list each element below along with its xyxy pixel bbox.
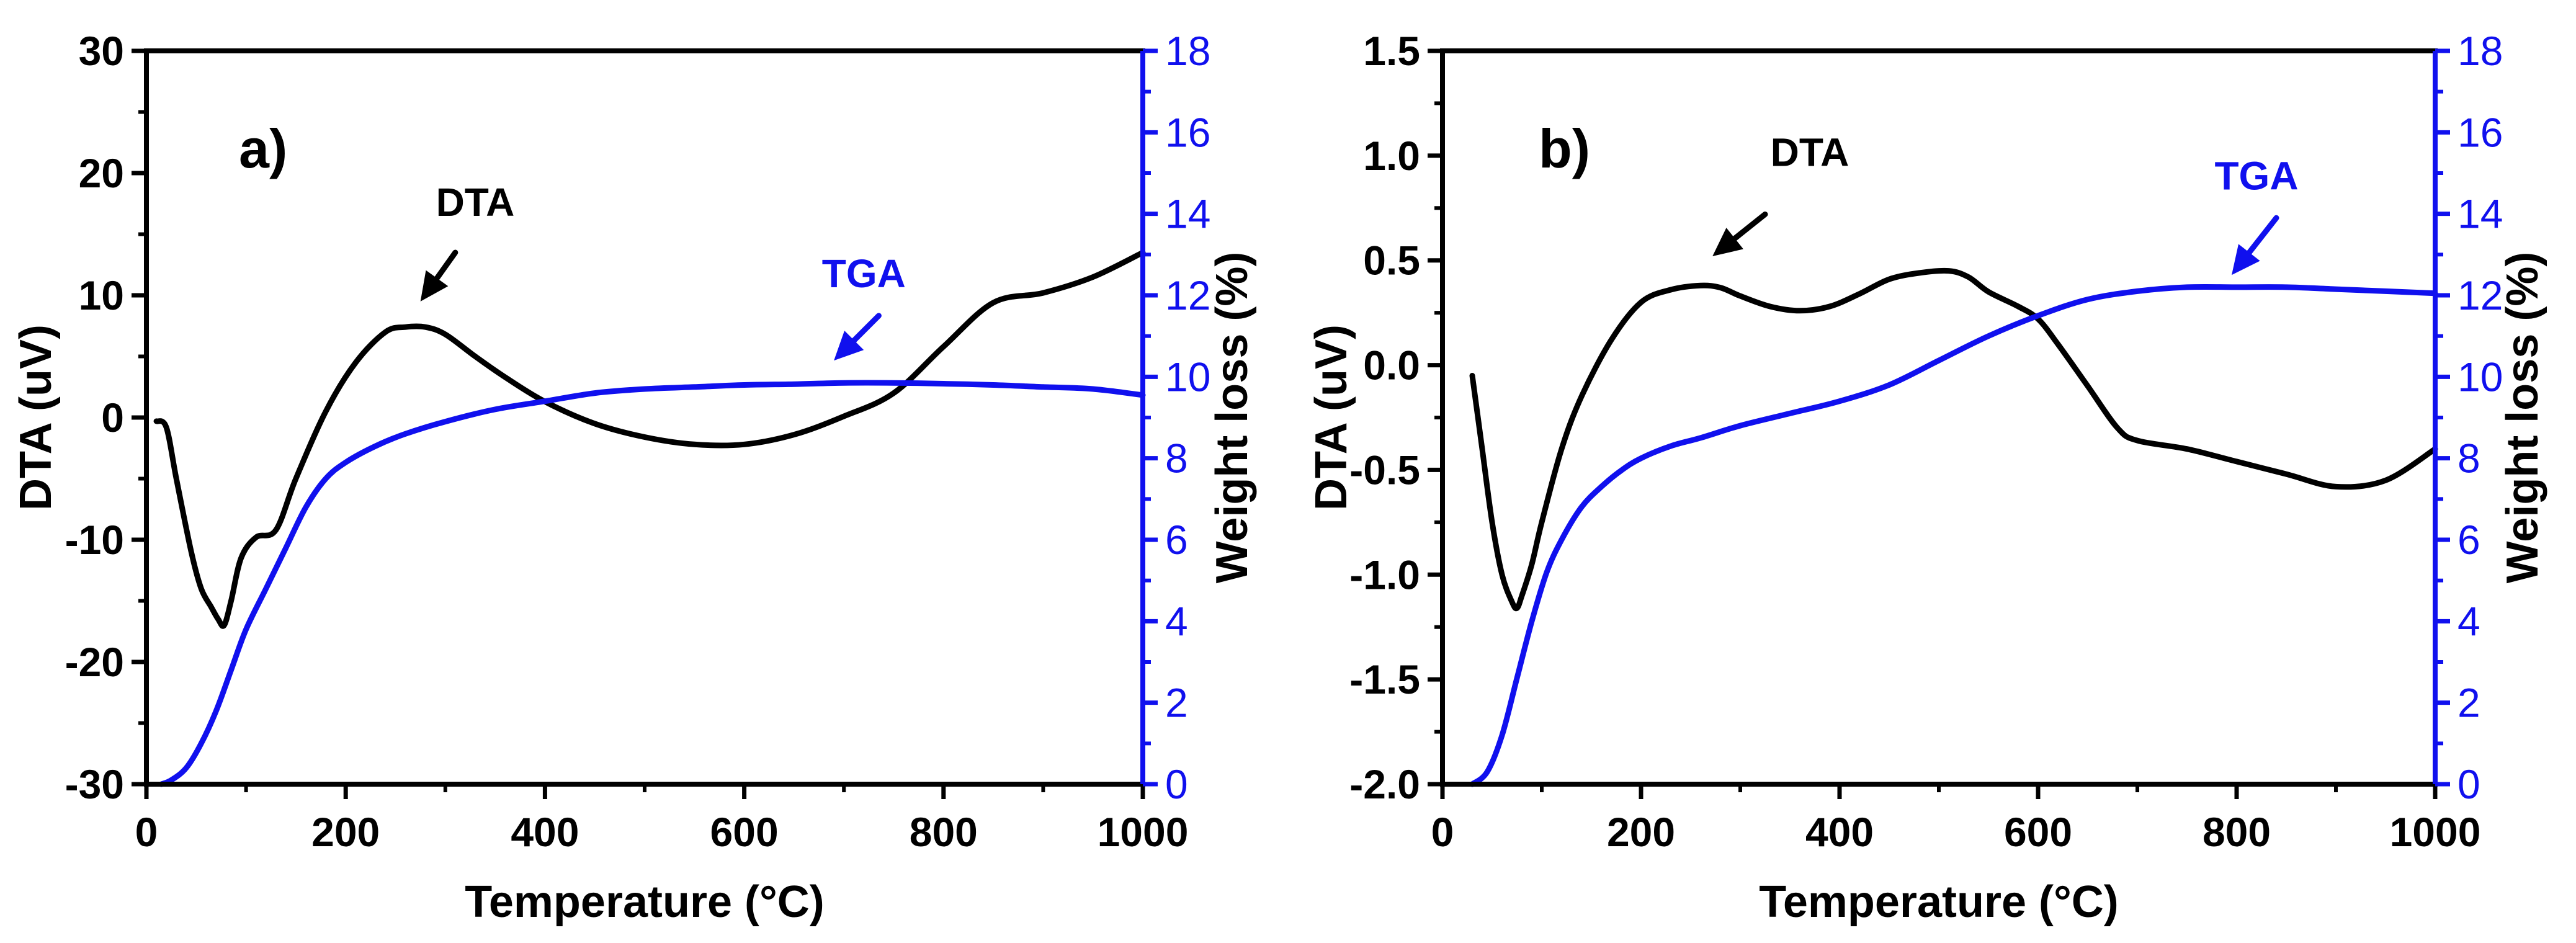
panel-a-x-tick-label: 600: [710, 809, 779, 855]
panel-a-x-tick-label: 1000: [1098, 809, 1189, 855]
panel-b-annotations: DTA TGA: [1712, 130, 2299, 275]
panel-b-y-left-tick-label: 1.0: [1363, 133, 1420, 179]
panel-a-y-right-axis-title: Weight loss (%): [1207, 252, 1257, 584]
panel-b-ticks: 0 200 400 600 800 1000 -2.0 -1.5 -1.0 -0.5 0.0 0.5 1…: [1349, 28, 2503, 855]
panel-a-series: [153, 249, 1146, 787]
panel-b-y-right-axis-title: Weight loss (%): [2498, 252, 2547, 584]
panel-a-y-left-tick-label: 10: [79, 272, 124, 318]
panel-a-annotation-dta-label: DTA: [436, 180, 515, 225]
panel-a-y-left-tick-label: 0: [101, 395, 124, 440]
panel-b-x-tick-label: 0: [1431, 809, 1454, 855]
panel-b-series-tga-line: [1469, 284, 2438, 787]
panel-a-y-right-tick-label: 8: [1165, 436, 1188, 481]
panel-b-series: [1469, 267, 2438, 787]
panel-a-x-tick-label: 0: [135, 809, 158, 855]
panel-a-series-dta-line: [153, 249, 1146, 629]
panel-b-annotation-tga-arrow-shaft: [2246, 215, 2279, 256]
panel-a-y-right-tick-label: 16: [1165, 109, 1210, 155]
panel-a-y-right-tick-label: 14: [1165, 191, 1210, 237]
panel-a-y-right-tick-label: 2: [1165, 680, 1188, 726]
panel-a-series-tga-line: [158, 380, 1146, 787]
panel-a-y-left-tick-label: -20: [65, 639, 124, 685]
panel-a-x-tick-label: 800: [910, 809, 978, 855]
panel-b-y-right-tick-label: 12: [2457, 272, 2503, 318]
panel-a-x-tick-label: 400: [511, 809, 579, 855]
panel-b-x-tick-label: 200: [1607, 809, 1675, 855]
panel-b-y-right-tick-label: 8: [2457, 436, 2480, 481]
panel-a-y-left-tick-label: -10: [65, 517, 124, 563]
panel-a-y-left-tick-label: 20: [79, 150, 124, 196]
panel-b-y-right-tick-label: 0: [2457, 761, 2480, 807]
panel-b-y-right-tick-label: 4: [2457, 598, 2480, 644]
panel-a-y-right-tick-label: 0: [1165, 761, 1188, 807]
panel-b-x-tick-label: 400: [1805, 809, 1874, 855]
panel-b-y-left-axis-title: DTA (uV): [1307, 324, 1356, 511]
panel-a-annotation-dta-arrow-shaft: [434, 249, 458, 281]
panel-b-y-left-tick-label: 0.5: [1363, 238, 1420, 284]
panel-a-annotations: DTA TGA: [420, 180, 906, 361]
panel-a-plot-frame: [144, 48, 1145, 787]
panel-a-y-right-tick-label: 12: [1165, 272, 1210, 318]
panel-b-y-right-tick-label: 10: [2457, 354, 2503, 400]
panel-b-annotation-tga-label: TGA: [2214, 153, 2298, 198]
panel-b-annotation-dta-arrow-shaft: [1732, 211, 1768, 241]
panel-b-x-axis-title: Temperature (°C): [1759, 877, 2119, 927]
panel-a-y-right-tick-label: 18: [1165, 28, 1210, 74]
panel-a-y-right-tick-label: 4: [1165, 598, 1188, 644]
panel-a-annotation-tga-arrow-head: [834, 331, 864, 361]
panel-a-y-right-tick-label: 10: [1165, 354, 1210, 400]
panel-a-x-tick-label: 200: [311, 809, 380, 855]
panel-a-label: a): [239, 118, 287, 179]
panel-b-y-right-tick-label: 2: [2457, 680, 2480, 726]
panel-b-y-right-tick-label: 6: [2457, 517, 2480, 563]
panel-a-y-left-axis-title: DTA (uV): [11, 324, 61, 511]
panel-a-y-right-tick-label: 6: [1165, 517, 1188, 563]
panel-b-y-left-tick-label: -1.0: [1349, 552, 1420, 597]
panel-b: 0 200 400 600 800 1000 -2.0 -1.5 -1.0 -0.5 0.0 0.5 1…: [1307, 28, 2547, 927]
panel-b-y-left-tick-label: -1.5: [1349, 656, 1420, 702]
panel-b-y-left-tick-label: -0.5: [1349, 447, 1420, 493]
panel-a: 0 200 400 600 800 1000 -30 -20 -10 0 10 20 30 0 2 4 6 8 10…: [11, 28, 1257, 927]
panel-a-ticks: 0 200 400 600 800 1000 -30 -20 -10 0 10 20 30 0 2 4 6 8 10…: [65, 28, 1211, 855]
panel-a-annotation-tga-arrow-shaft: [851, 313, 882, 344]
panel-a-annotation-dta-arrow-head: [420, 270, 449, 302]
panel-a-y-left-tick-label: 30: [79, 28, 124, 74]
panel-b-y-right-tick-label: 18: [2457, 28, 2503, 74]
panel-b-series-dta-line: [1469, 267, 2438, 612]
panel-b-y-left-tick-label: -2.0: [1349, 761, 1420, 807]
panel-b-annotation-dta-label: DTA: [1771, 130, 1849, 175]
panel-b-label: b): [1539, 118, 1590, 179]
panel-a-x-axis-title: Temperature (°C): [465, 877, 825, 927]
panel-a-annotation-tga-label: TGA: [822, 251, 906, 296]
panel-b-y-right-tick-label: 14: [2457, 191, 2503, 237]
panel-b-annotation-dta-arrow-head: [1712, 228, 1743, 256]
panel-b-y-right-tick-label: 16: [2457, 109, 2503, 155]
panel-b-x-tick-label: 1000: [2390, 809, 2481, 855]
panel-b-x-tick-label: 800: [2203, 809, 2271, 855]
panel-b-y-left-tick-label: 1.5: [1363, 28, 1420, 74]
panel-b-annotation-tga-arrow-head: [2232, 244, 2260, 275]
panel-b-y-left-tick-label: 0.0: [1363, 342, 1420, 388]
panel-b-x-tick-label: 600: [2004, 809, 2072, 855]
panel-a-y-left-tick-label: -30: [65, 761, 124, 807]
